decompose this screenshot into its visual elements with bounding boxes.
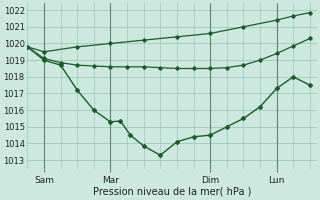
X-axis label: Pression niveau de la mer( hPa ): Pression niveau de la mer( hPa ) (93, 187, 251, 197)
